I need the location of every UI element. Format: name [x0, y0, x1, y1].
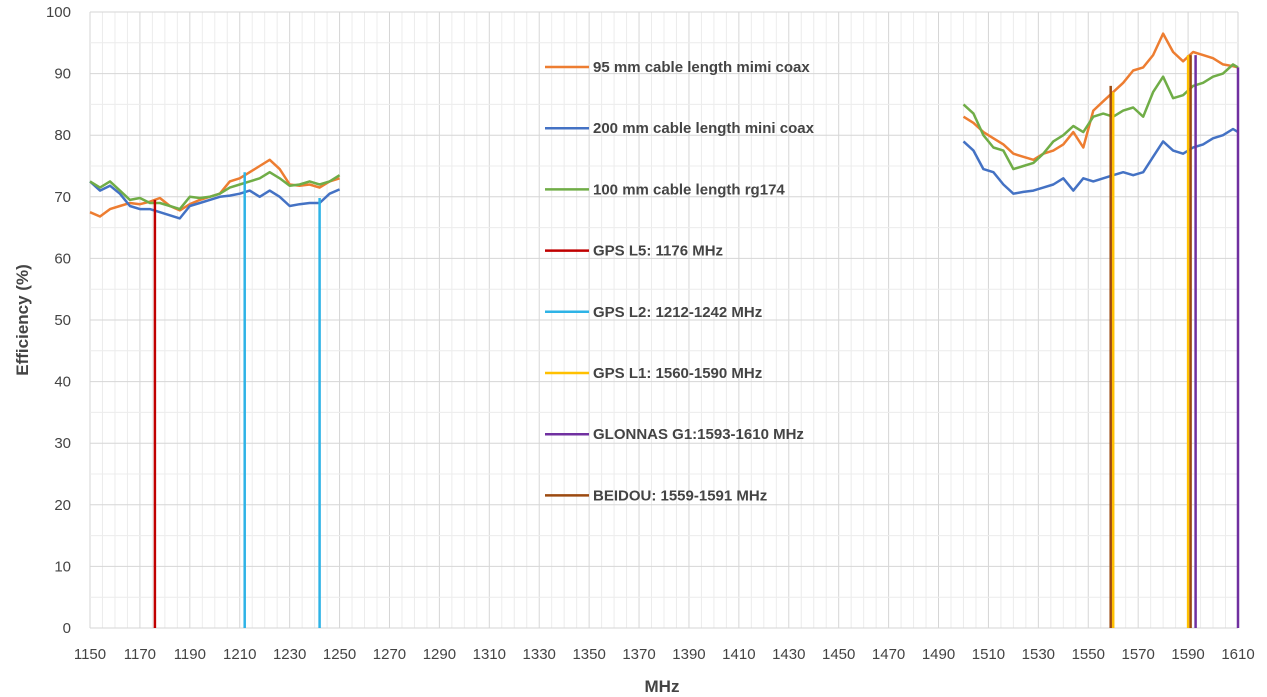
x-tick-label: 1250: [323, 646, 356, 663]
y-tick-label: 20: [54, 497, 71, 514]
y-tick-label: 10: [54, 558, 71, 575]
x-tick-label: 1430: [772, 646, 805, 663]
y-axis-title: Efficiency (%): [13, 264, 32, 375]
legend-label: GPS L1: 1560-1590 MHz: [593, 365, 762, 382]
x-tick-label: 1510: [972, 646, 1005, 663]
y-tick-label: 70: [54, 189, 71, 206]
series-line-100-mm-cable-length-rg174: [89, 170, 341, 211]
grid: [89, 11, 1239, 629]
legend-label: GPS L5: 1176 MHz: [593, 243, 723, 260]
x-tick-label: 1550: [1072, 646, 1105, 663]
x-tick-label: 1470: [872, 646, 905, 663]
x-tick-label: 1210: [223, 646, 256, 663]
legend-label: BEIDOU: 1559-1591 MHz: [593, 487, 767, 504]
legend-label: GLONNAS G1:1593-1610 MHz: [593, 426, 804, 443]
x-tick-label: 1150: [74, 646, 106, 663]
legend: 95 mm cable length mimi coax 200 mm cable…: [545, 59, 815, 504]
x-tick-label: 1410: [722, 646, 755, 663]
y-tick-label: 90: [54, 66, 71, 83]
legend-label: 200 mm cable length mini coax: [593, 120, 815, 137]
x-tick-label: 1530: [1022, 646, 1055, 663]
y-tick-label: 50: [54, 312, 71, 329]
y-tick-label: 40: [54, 374, 71, 391]
x-tick-label: 1310: [473, 646, 506, 663]
x-tick-label: 1270: [373, 646, 406, 663]
x-tick-label: 1190: [174, 646, 206, 663]
legend-label: 100 mm cable length rg174: [593, 181, 785, 198]
series-line-95-mm-cable-length-mimi-coax: [962, 32, 1239, 162]
x-tick-label: 1570: [1121, 646, 1154, 663]
x-tick-label: 1450: [822, 646, 855, 663]
tick-labels: 1150 1170 1190 1210 1230 1250 1270 1290 1310 1330…: [46, 4, 1255, 663]
x-axis-title: MHz: [645, 677, 680, 696]
legend-label: GPS L2: 1212-1242 MHz: [593, 304, 762, 321]
y-tick-label: 30: [54, 435, 71, 452]
y-tick-label: 60: [54, 250, 71, 267]
x-tick-label: 1170: [124, 646, 156, 663]
series-lines: [89, 32, 1240, 628]
legend-label: 95 mm cable length mimi coax: [593, 59, 810, 76]
y-tick-label: 0: [63, 620, 71, 637]
x-tick-label: 1590: [1171, 646, 1204, 663]
x-tick-label: 1370: [622, 646, 655, 663]
x-tick-label: 1290: [423, 646, 456, 663]
x-tick-label: 1490: [922, 646, 955, 663]
y-tick-label: 100: [46, 4, 71, 21]
x-tick-label: 1330: [523, 646, 556, 663]
x-tick-label: 1390: [672, 646, 705, 663]
y-tick-label: 80: [54, 127, 71, 144]
x-tick-label: 1350: [572, 646, 605, 663]
x-tick-label: 1610: [1221, 646, 1254, 663]
x-tick-label: 1230: [273, 646, 306, 663]
series-line-200-mm-cable-length-mini-coax: [89, 180, 341, 220]
